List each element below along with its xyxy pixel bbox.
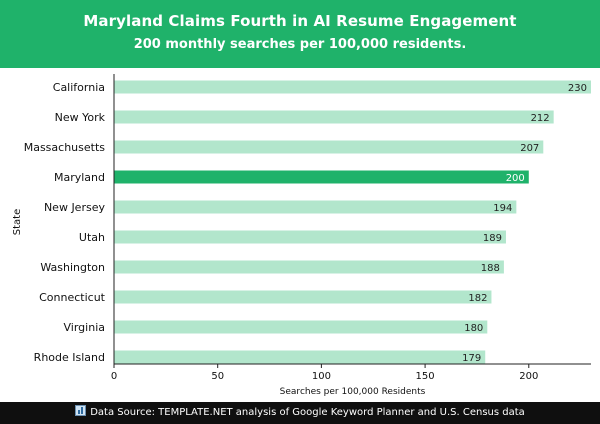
bar [114, 350, 486, 364]
x-tick-label: 100 [312, 371, 331, 382]
x-tick-label: 0 [111, 371, 117, 382]
bar [114, 170, 529, 184]
data-label: 189 [483, 233, 502, 244]
category-label: Connecticut [39, 291, 106, 304]
x-tick-label: 150 [416, 371, 435, 382]
bar [114, 200, 517, 214]
data-source-text: Data Source: TEMPLATE.NET analysis of Go… [90, 407, 525, 418]
bar-chart-icon [75, 405, 87, 416]
bar [114, 320, 488, 334]
bar [114, 230, 506, 244]
category-label: Washington [40, 261, 105, 274]
data-label: 180 [464, 323, 483, 334]
data-source-footer: Data Source: TEMPLATE.NET analysis of Go… [0, 402, 600, 424]
bar-chart: 230 California 212 New York 207 Massachusetts… [12, 74, 591, 397]
bar [114, 110, 554, 124]
chart-header: Maryland Claims Fourth in AI Resume Enga… [0, 0, 600, 68]
x-axis-label: Searches per 100,000 Residents [280, 387, 426, 397]
data-label: 194 [493, 203, 512, 214]
chart-title: Maryland Claims Fourth in AI Resume Enga… [83, 12, 517, 30]
data-label: 182 [468, 293, 487, 304]
x-tick-label: 50 [211, 371, 224, 382]
data-label: 200 [506, 173, 525, 184]
bar [114, 260, 504, 274]
data-label: 179 [462, 353, 481, 364]
category-label: California [53, 81, 105, 94]
category-label: Maryland [54, 171, 105, 184]
bar [114, 140, 544, 154]
bar [114, 290, 492, 304]
data-label: 230 [568, 83, 587, 94]
category-label: Utah [79, 231, 105, 244]
category-label: New Jersey [44, 201, 106, 214]
y-axis-label: State [12, 209, 23, 235]
bar [114, 80, 591, 94]
category-label: New York [55, 111, 106, 124]
category-label: Virginia [64, 321, 105, 334]
x-tick-label: 200 [519, 371, 538, 382]
category-label: Massachusetts [24, 141, 106, 154]
category-label: Rhode Island [34, 351, 105, 364]
data-label: 207 [520, 143, 539, 154]
data-label: 188 [481, 263, 500, 274]
data-label: 212 [531, 113, 550, 124]
chart-subtitle: 200 monthly searches per 100,000 residen… [133, 37, 467, 52]
